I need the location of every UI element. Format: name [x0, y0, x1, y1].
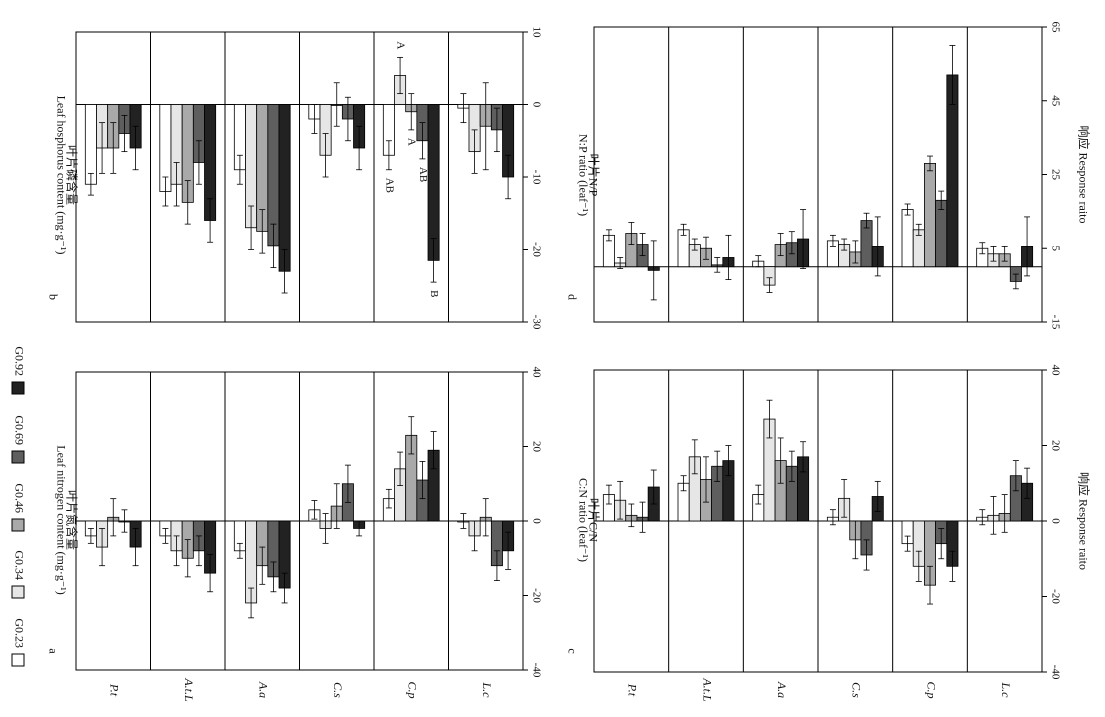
y-tick-label: 25 — [1049, 169, 1061, 181]
panel-letter: d — [565, 294, 579, 300]
y-axis-title-zh: 叶片磷含量 — [64, 145, 79, 205]
y-tick-label: 40 — [1049, 365, 1061, 377]
y-tick-label: 10 — [530, 27, 542, 39]
y2-axis-title: 响应 Response raito — [1076, 472, 1091, 570]
panel-letter: b — [46, 294, 60, 300]
y-tick-label: -20 — [530, 588, 542, 603]
y-tick-label: -15 — [1049, 315, 1061, 330]
category-label: C.s — [331, 682, 345, 698]
y-axis-title-en: Leaf hosphorus content (mg·g⁻¹) — [54, 96, 68, 255]
legend-swatch — [11, 653, 25, 667]
category-label: P.t — [626, 683, 640, 697]
y-axis-title-zh: 叶片氮含量 — [64, 490, 79, 550]
y-tick-label: 40 — [530, 367, 542, 379]
significance-label: A — [406, 138, 418, 146]
bar-G092-Cp — [427, 104, 440, 261]
category-label: A.a — [257, 681, 271, 698]
category-label: P.t — [108, 683, 122, 697]
legend-label: G0.46 — [12, 483, 26, 513]
y-axis-title-en: Leaf nitrogen content (mg·g⁻¹) — [54, 445, 68, 595]
bar-G023-Pt — [84, 104, 97, 185]
bar-G046-Cp — [924, 163, 937, 268]
y-tick-label: -20 — [1049, 589, 1061, 604]
legend-label: G0.92 — [12, 346, 26, 376]
y-tick-label: 5 — [1049, 246, 1061, 252]
y-axis-title-en: N:P ratio (leaf⁻¹) — [576, 134, 590, 216]
y-axis-title-en: C:N ratio (leaf⁻¹) — [576, 478, 590, 562]
legend-label: G0.69 — [12, 415, 26, 445]
legend-swatch — [11, 518, 25, 532]
category-label: A.t.L — [700, 677, 714, 702]
y-tick-label: 20 — [530, 441, 542, 453]
bar-G092-Aa — [278, 104, 291, 272]
category-label: C.s — [850, 682, 864, 698]
panel-letter: c — [565, 648, 579, 653]
legend-label: G0.23 — [12, 618, 26, 648]
y-tick-label: 20 — [1049, 440, 1061, 452]
y-tick-label: 45 — [1049, 95, 1061, 107]
panel-c: -40 -20 0 20 40 P.t A.t.L A.a C.s C.p L.c c 叶片C/NC:N… — [565, 365, 1091, 702]
legend-swatch — [11, 381, 25, 395]
legend-swatch — [11, 450, 25, 464]
y-axis-title-zh: 叶片C/N — [586, 498, 600, 542]
category-label: C.p — [406, 681, 420, 698]
y-tick-label: 0 — [530, 518, 542, 524]
category-label: A.t.L — [182, 677, 196, 702]
significance-label: B — [428, 290, 440, 297]
bar-G023-Cp — [901, 209, 914, 268]
y-tick-label: -20 — [530, 242, 542, 257]
legend: G0.23 G0.34 G0.46 G0.69 G0.92 — [11, 346, 26, 667]
y-tick-label: -30 — [530, 315, 542, 330]
y2-axis-title: 响应 Response raito — [1076, 126, 1091, 224]
panel-d: -15 5 25 45 65 d 叶片N/PN:P ratio (leaf⁻¹) 响应 Res… — [565, 22, 1091, 330]
y-tick-label: -40 — [1049, 665, 1061, 680]
legend-swatch — [11, 585, 25, 599]
panel-letter: a — [46, 648, 60, 654]
panel-a: -40 -20 0 20 40 P.t A.t.L A.a C.s C.p L.c a 叶片氮含量Lea… — [46, 367, 542, 702]
significance-label: AB — [417, 167, 429, 182]
category-label: C.p — [924, 681, 938, 698]
category-label: L.c — [480, 682, 494, 699]
y-tick-label: 0 — [1049, 518, 1061, 524]
category-label: A.a — [775, 681, 789, 698]
legend-label: G0.34 — [12, 550, 26, 580]
y-tick-label: 0 — [530, 102, 542, 108]
significance-label: AB — [383, 178, 395, 193]
y-tick-label: 65 — [1049, 22, 1061, 34]
significance-label: A — [395, 41, 407, 49]
y-tick-label: -10 — [530, 170, 542, 185]
y-tick-label: -40 — [530, 663, 542, 678]
y-axis-title-zh: 叶片N/P — [586, 154, 600, 197]
bar-G069-Cp — [935, 199, 948, 268]
category-label: L.c — [999, 682, 1013, 699]
